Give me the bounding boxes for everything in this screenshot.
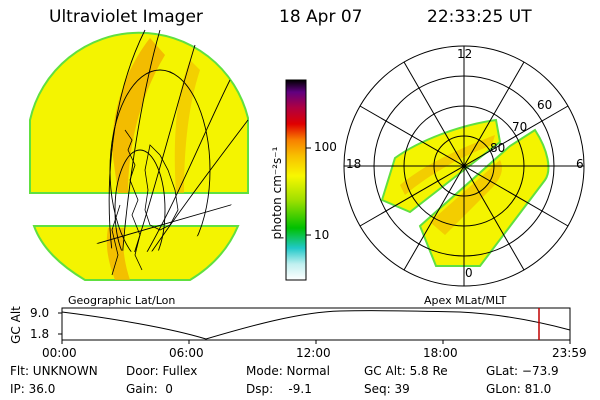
geographic-image [29,29,249,281]
lat-label-70: 70 [512,120,528,134]
lower-image-segment [32,225,240,281]
instrument-title: Ultraviolet Imager [49,7,203,27]
status-flt: Flt: UNKNOWN [10,364,98,378]
status-gc-alt: GC Alt: 5.8 Re [364,364,448,378]
altitude-axis-label: GC Alt [9,306,23,344]
colorbar-tick-100: 100 [314,140,337,154]
status-seq: Seq: 39 [364,382,410,396]
time-tick-1200: 12:00 [296,346,331,360]
status-glon: GLon: 81.0 [486,382,552,396]
altitude-track-panel [58,307,571,344]
apex-caption: Apex MLat/MLT [424,294,507,307]
mlt-label-18: 18 [346,157,362,171]
altitude-curve [61,310,571,340]
lat-label-60: 60 [537,98,553,112]
mlt-label-12: 12 [457,47,473,61]
lat-label-80: 80 [490,141,506,155]
mlt-label-0: 0 [465,266,473,280]
polar-image-lower-band [418,128,550,267]
altitude-tick-low: 1.8 [30,327,50,341]
map-grid [39,29,249,252]
geographic-caption: Geographic Lat/Lon [68,294,176,307]
status-glat: GLat: −73.9 [486,364,559,378]
altitude-tick-high: 9.0 [30,306,50,320]
time-tick-2359: 23:59 [552,346,587,360]
mlt-label-6: 6 [576,157,584,171]
status-dsp: Dsp: -9.1 [246,382,312,396]
color-scale-ticks [306,147,311,236]
status-mode: Mode: Normal [246,364,330,378]
time-tick-0000: 00:00 [42,346,77,360]
polar-plot [343,45,585,287]
coastline [111,129,179,276]
observation-time: 22:33:25 UT [427,7,532,27]
time-tick-0600: 06:00 [169,346,204,360]
status-door: Door: Fullex [126,364,198,378]
color-scale-bar [285,79,307,281]
time-tick-1800: 18:00 [423,346,458,360]
colorbar-unit-label: photon cm⁻²s⁻¹ [270,146,284,240]
status-gain: Gain: 0 [126,382,173,396]
colorbar-tick-10: 10 [314,228,330,242]
status-ip: IP: 36.0 [10,382,56,396]
observation-date: 18 Apr 07 [279,7,363,27]
auroral-arc-upper [112,38,165,193]
